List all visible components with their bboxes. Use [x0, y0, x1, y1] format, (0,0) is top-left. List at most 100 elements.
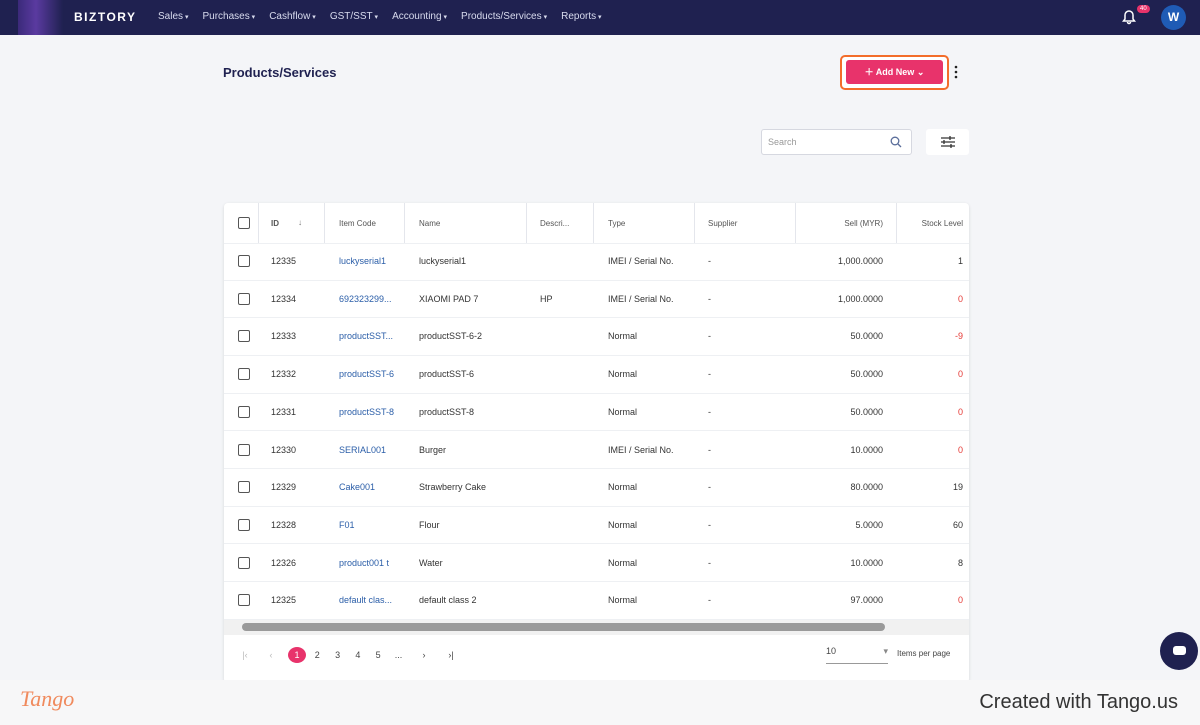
checkbox[interactable]	[238, 217, 250, 229]
row-divider	[224, 392, 969, 394]
more-icon[interactable]	[953, 65, 959, 79]
cell: Normal	[608, 595, 638, 606]
add-new-button[interactable]: ＋ Add New ⌄	[846, 60, 943, 84]
checkbox[interactable]	[238, 594, 250, 607]
last-page[interactable]: ›|	[448, 650, 454, 660]
row-divider	[224, 468, 969, 469]
cell: 12331	[271, 406, 297, 417]
item-code-link[interactable]: default clas...	[339, 595, 393, 606]
checkbox[interactable]	[238, 330, 250, 343]
page-button[interactable]: 2	[314, 650, 320, 660]
row-divider	[224, 430, 969, 432]
column-separator	[795, 203, 796, 243]
column-header: Item Code	[339, 219, 376, 228]
column-header: Sell (MYR)	[844, 219, 883, 228]
bell-icon[interactable]	[1122, 9, 1136, 25]
first-page[interactable]: |‹	[242, 650, 248, 660]
chat-button[interactable]	[1160, 632, 1198, 670]
cell: -	[708, 444, 711, 455]
item-code-link[interactable]: F01	[339, 519, 355, 530]
checkbox[interactable]	[238, 292, 250, 305]
page-button[interactable]: 4	[355, 650, 361, 660]
cell: 60	[952, 519, 963, 530]
cell: Normal	[608, 406, 638, 417]
cell: -	[708, 482, 711, 493]
cell: default class 2	[419, 595, 477, 606]
menu-item[interactable]: Purchases	[202, 11, 255, 22]
filter-button[interactable]	[926, 129, 969, 155]
checkbox[interactable]	[238, 405, 250, 418]
column-separator	[694, 203, 695, 243]
menu-item[interactable]: GST/SST	[330, 11, 378, 22]
column-header: Supplier	[708, 219, 738, 228]
menu-item[interactable]: Reports	[561, 11, 601, 22]
page-button[interactable]: 5	[375, 650, 381, 660]
column-header: Type	[608, 219, 626, 228]
checkbox[interactable]	[238, 556, 250, 569]
next-page[interactable]: ›	[422, 650, 426, 660]
item-code-link[interactable]: product001 t	[339, 557, 390, 568]
scrollbar[interactable]	[224, 620, 969, 635]
row-divider	[224, 243, 969, 244]
page-button[interactable]: ...	[394, 650, 403, 660]
cell: productSST-8	[419, 406, 475, 417]
cell: 50.0000	[850, 406, 883, 417]
checkbox[interactable]	[238, 518, 250, 531]
checkbox[interactable]	[238, 443, 250, 456]
cell: productSST-6-2	[419, 331, 483, 342]
page-button[interactable]: 1	[288, 647, 306, 663]
brand[interactable]: BIZTORY	[74, 10, 137, 24]
scroll-thumb[interactable]	[242, 623, 885, 631]
row-divider	[224, 543, 969, 545]
item-code-link[interactable]: productSST-6	[339, 369, 395, 380]
cell: Normal	[608, 331, 638, 342]
page-size-select[interactable]: 10 ▾	[826, 646, 888, 664]
item-code-link[interactable]: Cake001	[339, 482, 376, 493]
cell: 50.0000	[850, 369, 883, 380]
search-placeholder: Search	[768, 137, 797, 147]
credit: Created with Tango.us	[979, 691, 1178, 713]
cell: -	[708, 557, 711, 568]
cell: IMEI / Serial No.	[608, 444, 674, 455]
row-divider	[224, 581, 969, 583]
cell: 12325	[271, 595, 297, 606]
row-divider	[224, 279, 969, 281]
cell: 12330	[271, 444, 297, 455]
button-label: Add New	[875, 67, 915, 77]
avatar[interactable]: W	[1161, 5, 1186, 30]
cell: 1	[957, 256, 963, 266]
sort-icon: ↓	[298, 218, 302, 227]
page-title: Products/Services	[223, 65, 337, 80]
cell: 12334	[271, 293, 297, 304]
menu: Sales Purchases Cashflow GST/SST Accounting P…	[158, 11, 602, 22]
search-input[interactable]: Search	[761, 129, 912, 155]
cell: 12333	[271, 331, 297, 342]
cell: 12329	[271, 482, 297, 493]
page-button[interactable]: 3	[335, 650, 341, 660]
logo[interactable]	[18, 0, 63, 35]
row-divider	[224, 317, 969, 319]
item-code-link[interactable]: productSST-8	[339, 406, 395, 417]
item-code-link[interactable]: luckyserial1	[339, 256, 387, 266]
item-code-link[interactable]: SERIAL001	[339, 444, 387, 455]
menu-item[interactable]: Cashflow	[269, 11, 316, 22]
cell: 10.0000	[850, 444, 883, 455]
menu-item[interactable]: Accounting	[392, 11, 447, 22]
cell: Normal	[608, 482, 638, 493]
chat-icon	[1173, 646, 1186, 655]
cell: 12335	[271, 256, 297, 266]
checkbox[interactable]	[238, 481, 250, 494]
cell: 0	[957, 406, 963, 417]
item-code-link[interactable]: 692323299...	[339, 293, 392, 304]
checkbox[interactable]	[238, 368, 250, 381]
checkbox[interactable]	[238, 255, 250, 267]
cell: 0	[957, 444, 963, 455]
cell: 80.0000	[850, 482, 883, 493]
menu-item[interactable]: Products/Services	[461, 11, 547, 22]
cell: -	[708, 519, 711, 530]
cell: 97.0000	[850, 595, 883, 606]
menu-item[interactable]: Sales	[158, 11, 188, 22]
prev-page[interactable]: ‹	[269, 650, 273, 660]
item-code-link[interactable]: productSST...	[339, 331, 394, 342]
cell: 5.0000	[855, 519, 883, 530]
